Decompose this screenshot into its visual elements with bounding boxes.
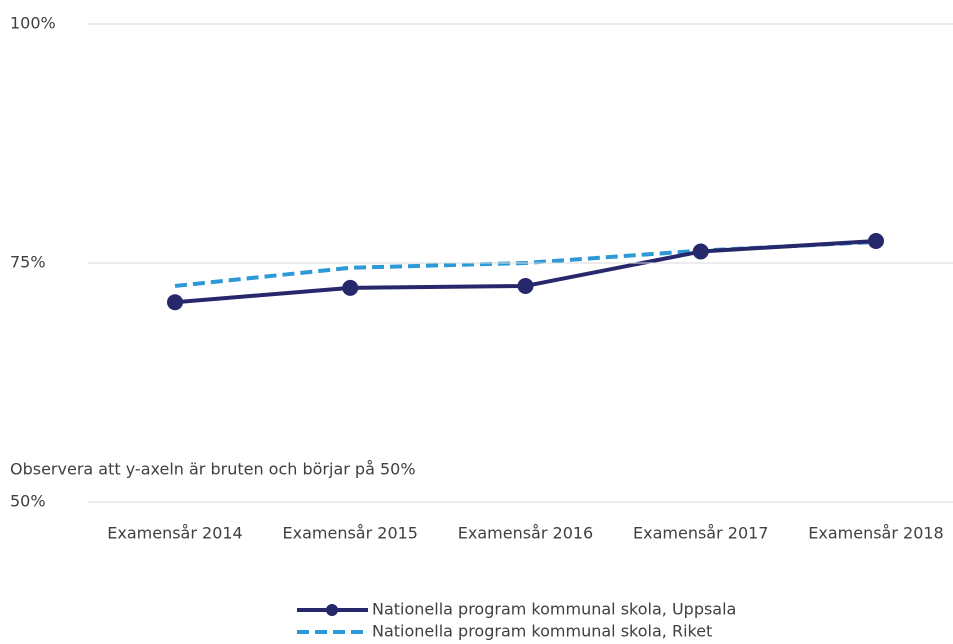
x-tick-label: Examensår 2017 <box>633 524 768 543</box>
marker <box>342 279 359 296</box>
marker <box>868 233 884 250</box>
marker <box>167 294 183 311</box>
series <box>167 233 884 311</box>
annotation: Observera att y-axeln är bruten och börj… <box>10 460 416 479</box>
x-tick-label: Examensår 2018 <box>808 524 943 543</box>
x-tick-label: Examensår 2014 <box>107 524 242 543</box>
y-tick-label: 75% <box>10 253 46 272</box>
x-tick-label: Examensår 2016 <box>458 524 593 543</box>
marker <box>692 243 709 260</box>
marker <box>517 277 534 294</box>
legend-label: Nationella program kommunal skola, Riket <box>372 622 712 641</box>
x-tick-label: Examensår 2015 <box>283 524 418 543</box>
y-tick-label: 50% <box>10 492 46 511</box>
legend-label: Nationella program kommunal skola, Uppsa… <box>372 600 736 619</box>
y-tick-label: 100% <box>10 14 56 33</box>
legend-marker <box>326 604 338 616</box>
